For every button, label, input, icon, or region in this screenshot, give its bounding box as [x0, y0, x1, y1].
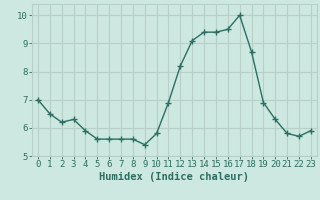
X-axis label: Humidex (Indice chaleur): Humidex (Indice chaleur)	[100, 172, 249, 182]
